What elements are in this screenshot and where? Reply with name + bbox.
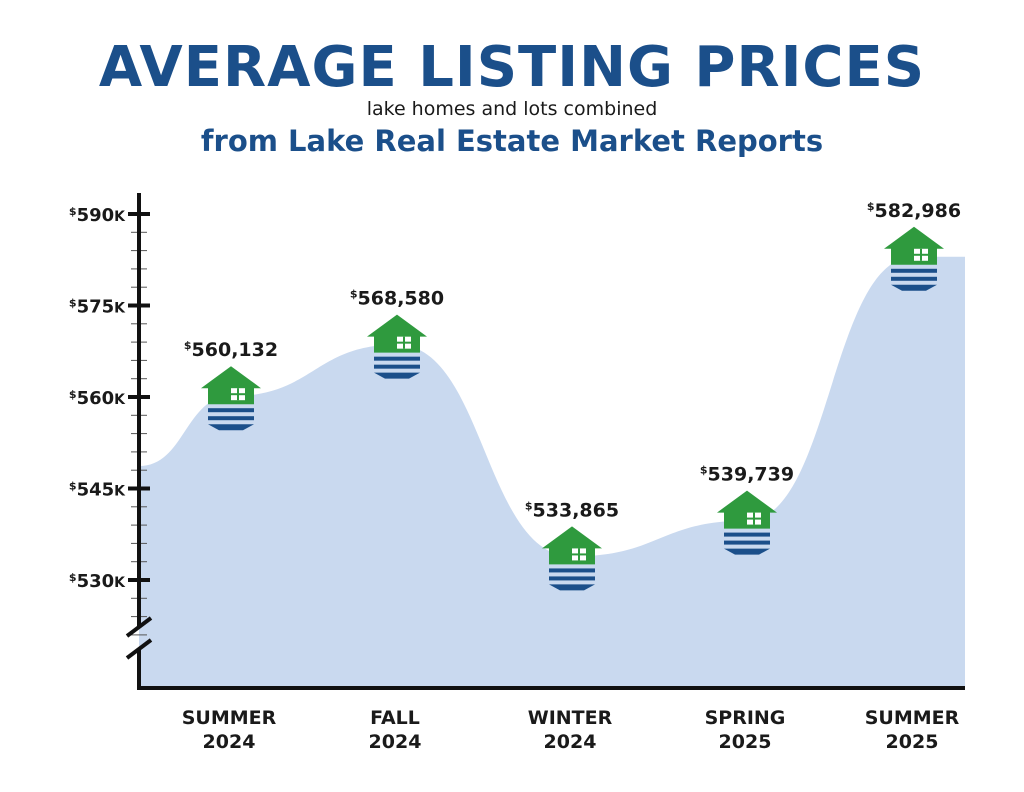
water-stripe: [208, 416, 254, 421]
water-stripe: [208, 408, 254, 413]
water-stripe: [891, 284, 937, 291]
water-stripe: [724, 532, 770, 537]
water-stripe: [724, 548, 770, 555]
y-tick-label: $545K: [69, 480, 126, 501]
house-icon: [717, 490, 777, 555]
y-tick-label: $530K: [69, 571, 126, 592]
x-tick-label: SPRING 2025: [705, 707, 786, 753]
house-icon: [542, 526, 602, 591]
water-stripe: [374, 356, 420, 361]
y-tick-label: $590K: [69, 205, 126, 226]
house-icon: [367, 314, 427, 379]
x-tick-label: SUMMER 2024: [182, 707, 277, 753]
data-label: $568,580: [350, 288, 444, 310]
axis-break-mark: [125, 616, 153, 638]
house-body: [367, 314, 427, 353]
x-tick-label: FALL 2024: [369, 707, 422, 753]
area-fill: [139, 256, 965, 688]
y-tick-label: $575K: [69, 297, 126, 318]
axis-break-mark: [125, 638, 153, 660]
water-stripe: [549, 584, 595, 591]
x-tick-label: SUMMER 2025: [865, 707, 960, 753]
house-body: [717, 490, 777, 529]
data-label: $539,739: [700, 464, 794, 486]
water-stripe: [549, 576, 595, 581]
data-label: $533,865: [525, 499, 619, 521]
house-body: [884, 226, 944, 265]
page-title: AVERAGE LISTING PRICES: [98, 35, 926, 100]
water-stripe: [208, 424, 254, 431]
data-label: $560,132: [184, 339, 278, 361]
house-body: [542, 526, 602, 565]
source-line: from Lake Real Estate Market Reports: [200, 124, 824, 158]
y-tick-label: $560K: [69, 388, 126, 409]
page-subtitle: lake homes and lots combined: [366, 98, 658, 120]
water-stripe: [374, 372, 420, 379]
house-icon: [884, 226, 944, 291]
house-icon: [201, 366, 261, 431]
water-stripe: [549, 568, 595, 573]
x-tick-label: WINTER 2024: [528, 707, 613, 753]
water-stripe: [724, 540, 770, 545]
water-stripe: [374, 364, 420, 369]
water-stripe: [891, 276, 937, 281]
data-label: $582,986: [867, 200, 961, 222]
house-body: [201, 366, 261, 405]
water-stripe: [891, 268, 937, 273]
